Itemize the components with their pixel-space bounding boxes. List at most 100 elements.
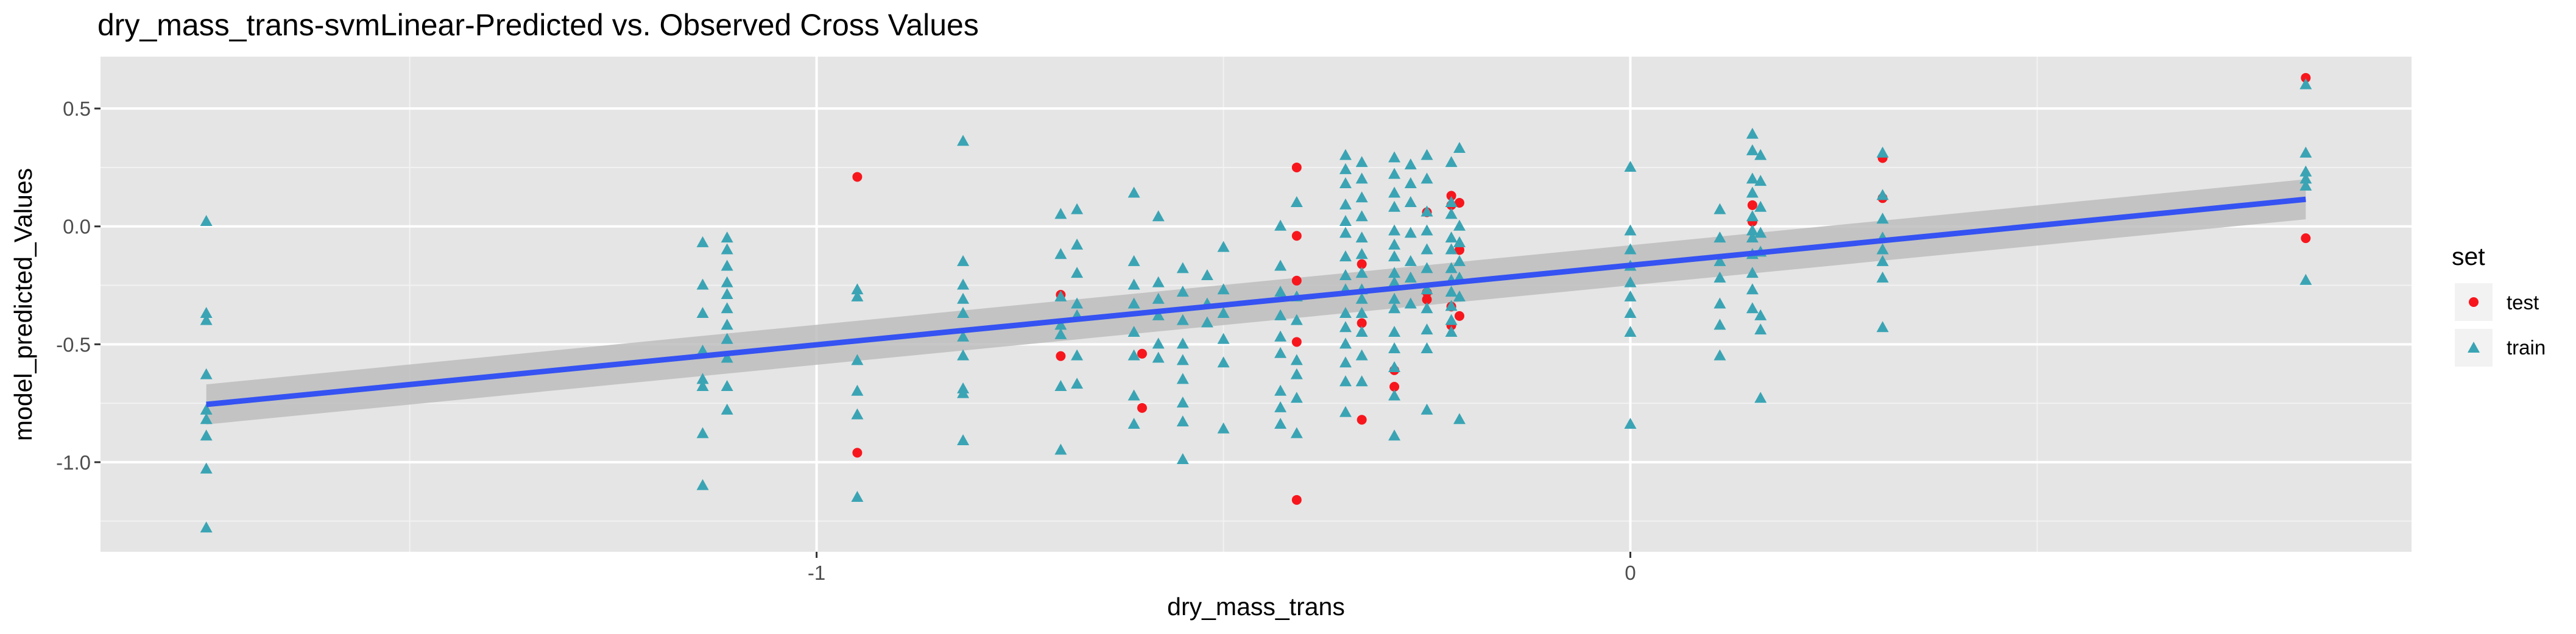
data-point-train [1152, 351, 1165, 363]
data-point-test [852, 172, 863, 182]
data-point-train [1746, 144, 1759, 155]
data-point-train [851, 290, 864, 301]
data-point-train [1876, 213, 1889, 224]
data-point-test [1747, 200, 1757, 210]
data-point-train [721, 243, 733, 255]
data-point-train [1201, 269, 1213, 281]
data-point-train [1713, 319, 1726, 330]
data-point-train [1746, 186, 1759, 198]
data-point-train [1054, 328, 1067, 339]
legend-label-test: test [2507, 291, 2539, 314]
data-point-train [1127, 255, 1140, 266]
data-point-test [1056, 351, 1066, 361]
data-point-train [1388, 238, 1401, 250]
data-point-train [1290, 368, 1303, 379]
data-point-train [1713, 255, 1726, 266]
data-point-train [1746, 210, 1759, 222]
data-point-train [1355, 231, 1368, 243]
data-point-train [1388, 302, 1401, 314]
data-point-train [721, 288, 733, 300]
data-point-train [1355, 156, 1368, 167]
data-point-train [721, 319, 733, 330]
data-point-test [1446, 191, 1456, 201]
data-point-train [1388, 250, 1401, 262]
data-point-train [1420, 403, 1433, 415]
data-point-train [1290, 196, 1303, 208]
y-tick-label: 0.0 [63, 216, 91, 238]
data-point-test [1291, 337, 1302, 347]
data-point-train [1453, 413, 1466, 424]
data-point-train [1746, 267, 1759, 278]
data-point-train [1453, 290, 1466, 301]
data-point-train [1404, 177, 1417, 189]
data-point-train [1445, 325, 1458, 337]
data-point-train [1713, 271, 1726, 283]
data-point-train [1339, 356, 1352, 368]
data-point-train [1713, 297, 1726, 309]
data-point-train [957, 278, 970, 290]
data-point-train [851, 283, 864, 295]
data-point-train [200, 314, 213, 325]
data-point-train [1624, 160, 1637, 172]
data-point-train [1339, 250, 1352, 262]
data-point-train [1054, 208, 1067, 219]
data-point-train [1445, 286, 1458, 297]
data-point-test [2301, 72, 2311, 83]
data-point-train [957, 255, 970, 266]
data-point-train [851, 384, 864, 396]
data-point-train [1445, 208, 1458, 219]
data-point-train [1445, 300, 1458, 311]
data-point-train [1274, 401, 1287, 412]
data-point-test [1291, 275, 1302, 286]
data-point-train [721, 403, 733, 415]
data-point-train [696, 380, 709, 391]
data-point-train [957, 349, 970, 361]
data-point-test [1291, 162, 1302, 172]
data-point-train [200, 368, 213, 379]
data-point-train [1388, 200, 1401, 212]
data-point-train [1445, 156, 1458, 167]
data-point-train [1217, 241, 1230, 252]
data-point-train [200, 215, 213, 226]
data-point-train [2299, 172, 2312, 184]
x-axis-title: dry_mass_trans [1167, 593, 1345, 621]
data-point-train [1274, 259, 1287, 271]
y-tick-label: -0.5 [56, 333, 91, 356]
data-point-train [1388, 342, 1401, 354]
data-point-train [1127, 297, 1140, 309]
data-point-train [1054, 290, 1067, 301]
data-point-train [957, 387, 970, 398]
data-point-train [1420, 323, 1433, 335]
data-point-train [1071, 267, 1084, 278]
data-point-test [1291, 495, 1302, 505]
data-point-test [1454, 311, 1464, 321]
data-point-train [1127, 278, 1140, 290]
data-point-train [1339, 406, 1352, 417]
data-point-train [1388, 389, 1401, 401]
data-point-test [852, 448, 863, 458]
data-point-train [696, 236, 709, 247]
data-point-train [1876, 321, 1889, 333]
data-point-train [1274, 384, 1287, 396]
data-point-train [1445, 314, 1458, 325]
data-point-train [1746, 172, 1759, 184]
data-point-train [957, 292, 970, 304]
data-point-train [2299, 146, 2312, 158]
data-point-test [1137, 348, 1147, 359]
data-point-train [1404, 271, 1417, 283]
data-point-train [1290, 354, 1303, 365]
data-point-train [1176, 354, 1189, 365]
data-point-train [1445, 262, 1458, 273]
data-point-train [1388, 325, 1401, 337]
data-point-train [1290, 427, 1303, 439]
data-point-train [1355, 267, 1368, 278]
data-point-train [200, 403, 213, 415]
data-point-train [851, 408, 864, 420]
data-point-train [1754, 175, 1767, 186]
data-point-train [1754, 309, 1767, 320]
data-point-train [1127, 417, 1140, 429]
data-point-train [1624, 417, 1637, 429]
data-point-train [1624, 325, 1637, 337]
data-point-train [1420, 149, 1433, 160]
x-tick-label: -1 [808, 562, 825, 584]
